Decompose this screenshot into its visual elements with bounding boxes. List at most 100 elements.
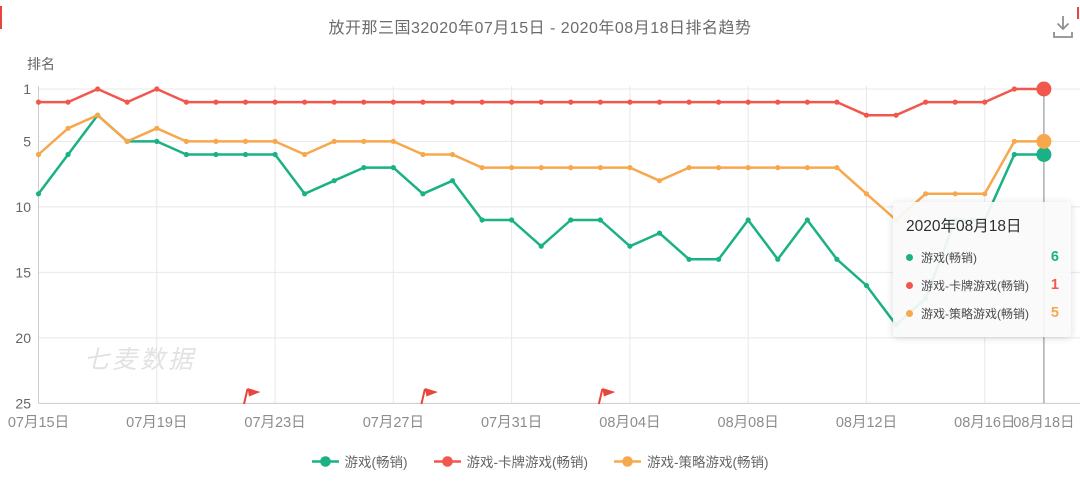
legend-item[interactable]: 游戏-策略游戏(畅销) [614, 451, 769, 471]
data-point[interactable] [35, 151, 42, 158]
emphasis-dot-2[interactable] [1036, 133, 1052, 149]
data-point[interactable] [331, 138, 337, 144]
data-point[interactable] [804, 99, 810, 105]
data-point[interactable] [1011, 86, 1017, 92]
data-point[interactable] [390, 165, 396, 171]
data-point[interactable] [775, 256, 781, 262]
data-point[interactable] [272, 151, 278, 158]
data-point[interactable] [952, 191, 958, 197]
data-point[interactable] [242, 138, 249, 144]
data-point[interactable] [804, 165, 810, 171]
data-point[interactable] [716, 99, 722, 105]
data-point[interactable] [568, 217, 574, 223]
data-point[interactable] [982, 99, 988, 105]
data-point[interactable] [183, 138, 189, 144]
data-point[interactable] [656, 99, 663, 105]
data-point[interactable] [863, 112, 870, 118]
data-point[interactable] [686, 165, 692, 171]
data-point[interactable] [745, 165, 751, 171]
data-point[interactable] [242, 99, 249, 105]
data-point[interactable] [775, 165, 781, 171]
data-point[interactable] [449, 151, 456, 158]
data-point[interactable] [1011, 151, 1017, 158]
data-point[interactable] [745, 217, 751, 223]
data-point[interactable] [65, 99, 71, 105]
data-point[interactable] [627, 165, 633, 171]
data-point[interactable] [597, 99, 603, 105]
data-point[interactable] [509, 217, 515, 223]
data-point[interactable] [124, 99, 130, 105]
data-point[interactable] [449, 178, 456, 184]
data-point[interactable] [390, 99, 396, 105]
data-point[interactable] [716, 256, 722, 262]
data-point[interactable] [302, 191, 308, 197]
data-point[interactable] [656, 230, 663, 236]
data-point[interactable] [65, 151, 71, 158]
data-point[interactable] [479, 99, 485, 105]
data-point[interactable] [863, 282, 870, 289]
data-point[interactable] [361, 165, 367, 171]
data-point[interactable] [213, 99, 219, 105]
data-point[interactable] [656, 178, 663, 184]
data-point[interactable] [479, 217, 485, 223]
legend-item[interactable]: 游戏(畅销) [311, 451, 408, 471]
data-point[interactable] [272, 138, 278, 144]
emphasis-dot-0[interactable] [1036, 147, 1052, 162]
data-point[interactable] [923, 99, 929, 105]
data-point[interactable] [154, 86, 160, 92]
data-point[interactable] [390, 138, 396, 144]
data-point[interactable] [834, 165, 840, 171]
data-point[interactable] [745, 99, 751, 105]
data-point[interactable] [597, 165, 603, 171]
data-point[interactable] [538, 99, 544, 105]
data-point[interactable] [863, 191, 870, 197]
legend-item[interactable]: 游戏-卡牌游戏(畅销) [433, 451, 588, 471]
download-icon[interactable] [1050, 13, 1076, 43]
data-point[interactable] [597, 217, 603, 223]
data-point[interactable] [775, 99, 781, 105]
data-point[interactable] [834, 256, 840, 262]
flag-marker[interactable] [243, 388, 261, 405]
data-point[interactable] [302, 99, 308, 105]
data-point[interactable] [538, 165, 544, 171]
data-point[interactable] [568, 165, 574, 171]
data-point[interactable] [1011, 138, 1017, 144]
data-point[interactable] [893, 112, 899, 118]
data-point[interactable] [154, 138, 160, 144]
data-point[interactable] [95, 112, 101, 118]
data-point[interactable] [627, 99, 633, 105]
flag-marker[interactable] [597, 388, 616, 405]
data-point[interactable] [183, 151, 189, 158]
data-point[interactable] [213, 138, 219, 144]
data-point[interactable] [420, 191, 426, 197]
data-point[interactable] [952, 99, 958, 105]
data-point[interactable] [361, 99, 367, 105]
data-point[interactable] [449, 99, 456, 105]
data-point[interactable] [509, 99, 515, 105]
data-point[interactable] [568, 99, 574, 105]
data-point[interactable] [509, 165, 515, 171]
flag-marker[interactable] [420, 388, 438, 405]
data-point[interactable] [331, 178, 337, 184]
emphasis-dot-1[interactable] [1036, 81, 1052, 97]
data-point[interactable] [35, 191, 42, 197]
data-point[interactable] [65, 125, 71, 131]
data-point[interactable] [35, 99, 42, 105]
data-point[interactable] [716, 165, 722, 171]
data-point[interactable] [183, 99, 189, 105]
data-point[interactable] [242, 151, 249, 158]
data-point[interactable] [95, 86, 101, 92]
data-point[interactable] [627, 243, 633, 249]
data-point[interactable] [272, 99, 278, 105]
data-point[interactable] [154, 125, 160, 131]
data-point[interactable] [124, 138, 130, 144]
data-point[interactable] [686, 256, 692, 262]
data-point[interactable] [361, 138, 367, 144]
data-point[interactable] [538, 243, 544, 249]
data-point[interactable] [302, 151, 308, 158]
data-point[interactable] [420, 99, 426, 105]
data-point[interactable] [982, 191, 988, 197]
data-point[interactable] [331, 99, 337, 105]
data-point[interactable] [923, 191, 929, 197]
